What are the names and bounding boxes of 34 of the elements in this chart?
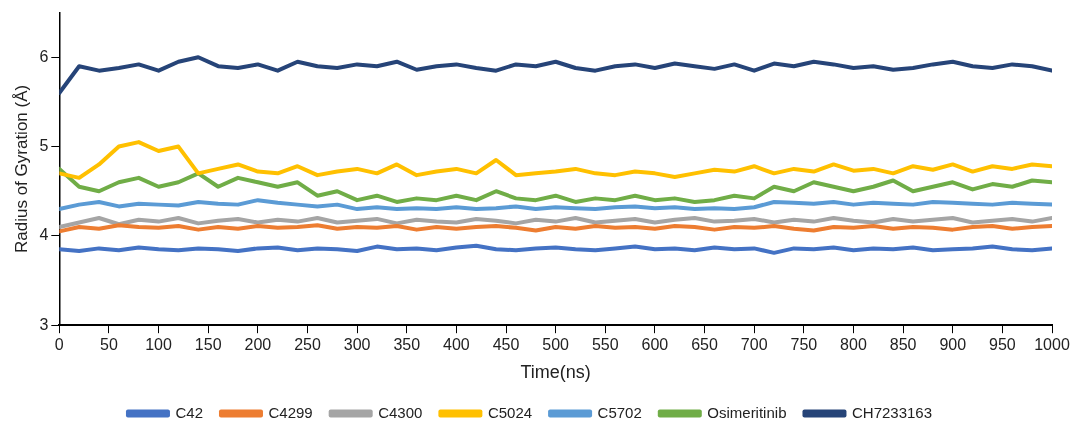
x-tick-label: 600 [641,336,669,354]
x-tick-label: 700 [740,336,768,354]
y-tick-label: 5 [39,136,49,154]
x-tick-label: 750 [790,336,818,354]
legend-label: C4300 [378,403,423,421]
x-tick-label: 550 [591,336,619,354]
x-tick-label: 100 [145,336,173,354]
x-tick-label: 900 [939,336,967,354]
x-axis-title: Time(ns) [520,362,591,383]
legend-label: C5702 [597,403,642,421]
x-tick-label: 0 [54,336,64,354]
legend-label: C5024 [487,403,533,421]
x-tick-label: 950 [989,336,1016,354]
x-tick-label: 850 [889,336,917,354]
x-tick-label: 250 [294,336,321,354]
x-tick-label: 1000 [1034,336,1070,354]
y-axis-title: Radius of Gyration (Å) [11,84,31,253]
x-tick-label: 350 [393,336,421,354]
legend-label: CH7233163 [851,403,933,421]
x-tick-label: 50 [100,336,118,354]
legend-label: C42 [175,403,203,421]
y-tick-label: 4 [39,226,49,244]
x-tick-label: 650 [691,336,718,354]
y-tick-label: 3 [39,315,49,333]
legend-label: Osimeritinib [707,403,787,421]
x-tick-label: 200 [244,336,272,354]
y-tick-label: 6 [39,47,49,65]
x-tick-label: 400 [443,336,470,354]
x-tick-label: 150 [194,336,222,354]
x-tick-label: 300 [343,336,371,354]
x-tick-label: 500 [542,336,570,354]
x-tick-label: 450 [492,336,520,354]
x-tick-label: 800 [840,336,867,354]
legend-label: C4299 [268,403,313,421]
